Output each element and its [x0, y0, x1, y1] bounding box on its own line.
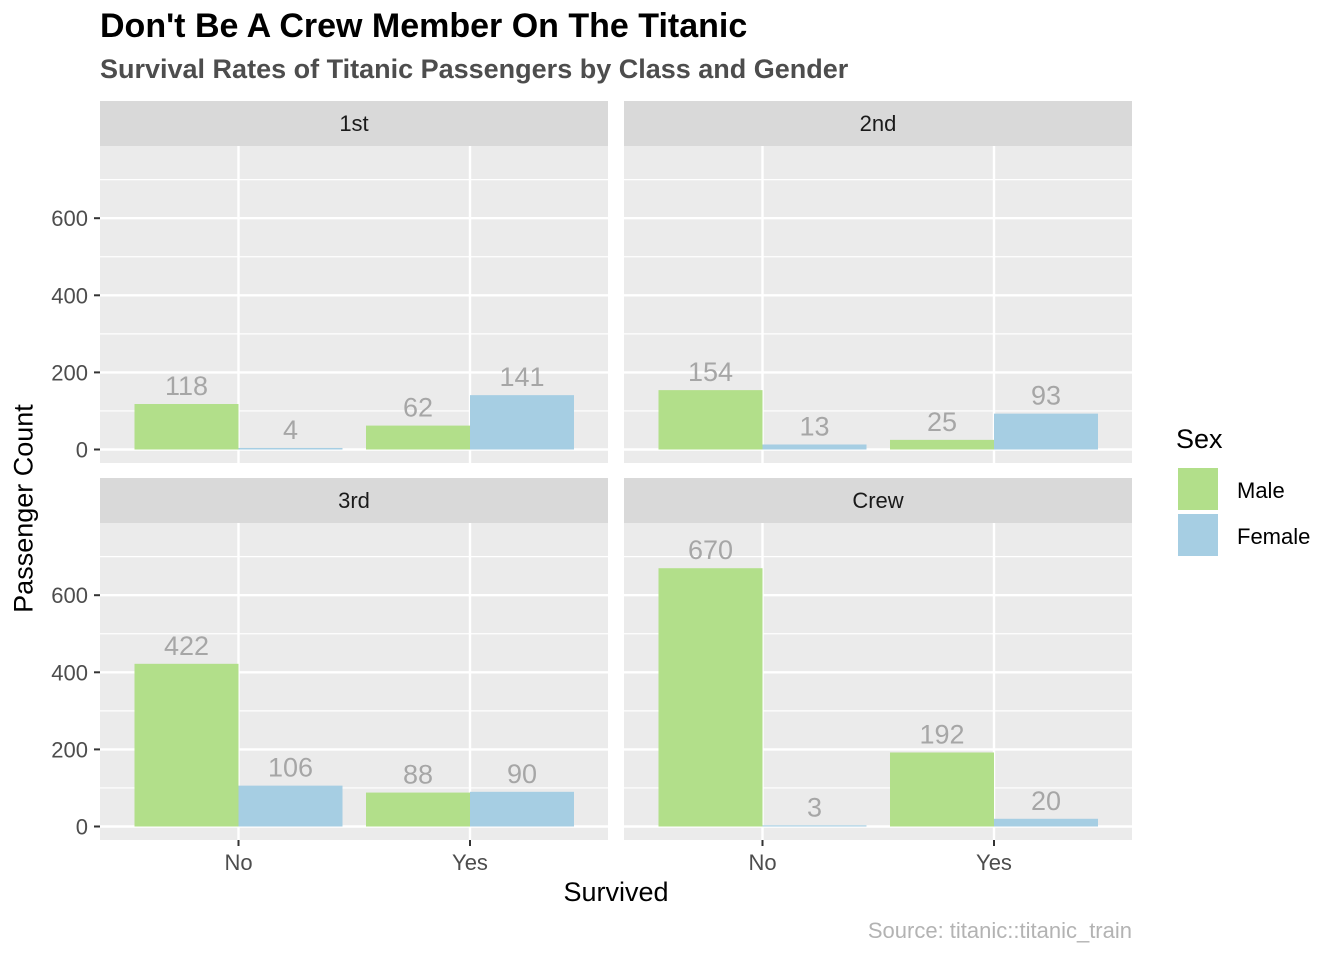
data-label: 118	[165, 371, 208, 401]
data-label: 88	[403, 760, 433, 790]
facet-label-2nd: 2nd	[860, 111, 897, 136]
chart-title: Don't Be A Crew Member On The Titanic	[100, 7, 748, 45]
bar-1st-yes-female	[470, 395, 574, 450]
facet-label-crew: Crew	[852, 488, 903, 513]
y-tick-label: 200	[51, 360, 88, 385]
data-label: 106	[268, 753, 313, 783]
y-tick-label: 200	[51, 737, 88, 762]
data-label: 192	[919, 719, 964, 749]
facet-strip-crew	[624, 478, 1132, 523]
y-tick-label: 0	[76, 438, 88, 463]
data-label: 90	[507, 759, 537, 789]
facet-strip-3rd	[100, 478, 608, 523]
facet-label-1st: 1st	[339, 111, 368, 136]
data-label: 93	[1031, 381, 1061, 411]
chart-subtitle: Survival Rates of Titanic Passengers by …	[100, 54, 849, 84]
bar-1st-no-male	[134, 404, 239, 450]
bar-3rd-no-male	[134, 663, 239, 827]
x-tick-label: Yes	[976, 850, 1012, 875]
legend-label-female: Female	[1237, 524, 1311, 549]
bar-1st-no-female	[238, 447, 343, 450]
bar-2nd-no-male	[658, 390, 763, 450]
legend-label-male: Male	[1237, 478, 1285, 503]
data-label: 20	[1031, 786, 1061, 816]
y-tick-label: 400	[51, 283, 88, 308]
data-label: 422	[164, 631, 209, 661]
legend-key-male	[1177, 467, 1219, 511]
chart-caption: Source: titanic::titanic_train	[867, 918, 1132, 943]
bar-2nd-no-female	[762, 444, 867, 450]
legend-key-female	[1177, 513, 1219, 557]
bar-3rd-yes-male	[366, 792, 470, 827]
data-label: 3	[807, 792, 822, 822]
x-axis-label: Survived	[563, 877, 669, 907]
bar-1st-yes-male	[366, 425, 470, 450]
data-label: 4	[283, 415, 298, 445]
bar-crew-yes-female	[994, 818, 1098, 827]
x-tick-label: Yes	[452, 850, 488, 875]
legend-title: Sex	[1176, 424, 1223, 454]
bar-crew-no-female	[762, 825, 867, 827]
bar-3rd-yes-female	[470, 791, 574, 827]
data-label: 25	[927, 407, 957, 437]
bar-crew-yes-male	[890, 752, 994, 827]
x-tick-label: No	[224, 850, 252, 875]
bar-2nd-yes-female	[994, 413, 1098, 450]
facet-strip-2nd	[624, 101, 1132, 146]
data-label: 62	[403, 393, 433, 423]
bar-3rd-no-female	[238, 785, 343, 827]
bar-2nd-yes-male	[890, 439, 994, 450]
y-tick-label: 600	[51, 206, 88, 231]
data-label: 154	[688, 357, 733, 387]
y-tick-label: 400	[51, 660, 88, 685]
data-label: 13	[799, 411, 829, 441]
facet-label-3rd: 3rd	[338, 488, 370, 513]
x-tick-label: No	[748, 850, 776, 875]
data-label: 670	[688, 535, 733, 565]
facet-strip-1st	[100, 101, 608, 146]
y-tick-label: 600	[51, 583, 88, 608]
bar-crew-no-male	[658, 568, 763, 827]
y-tick-label: 0	[76, 815, 88, 840]
data-label: 141	[499, 362, 544, 392]
